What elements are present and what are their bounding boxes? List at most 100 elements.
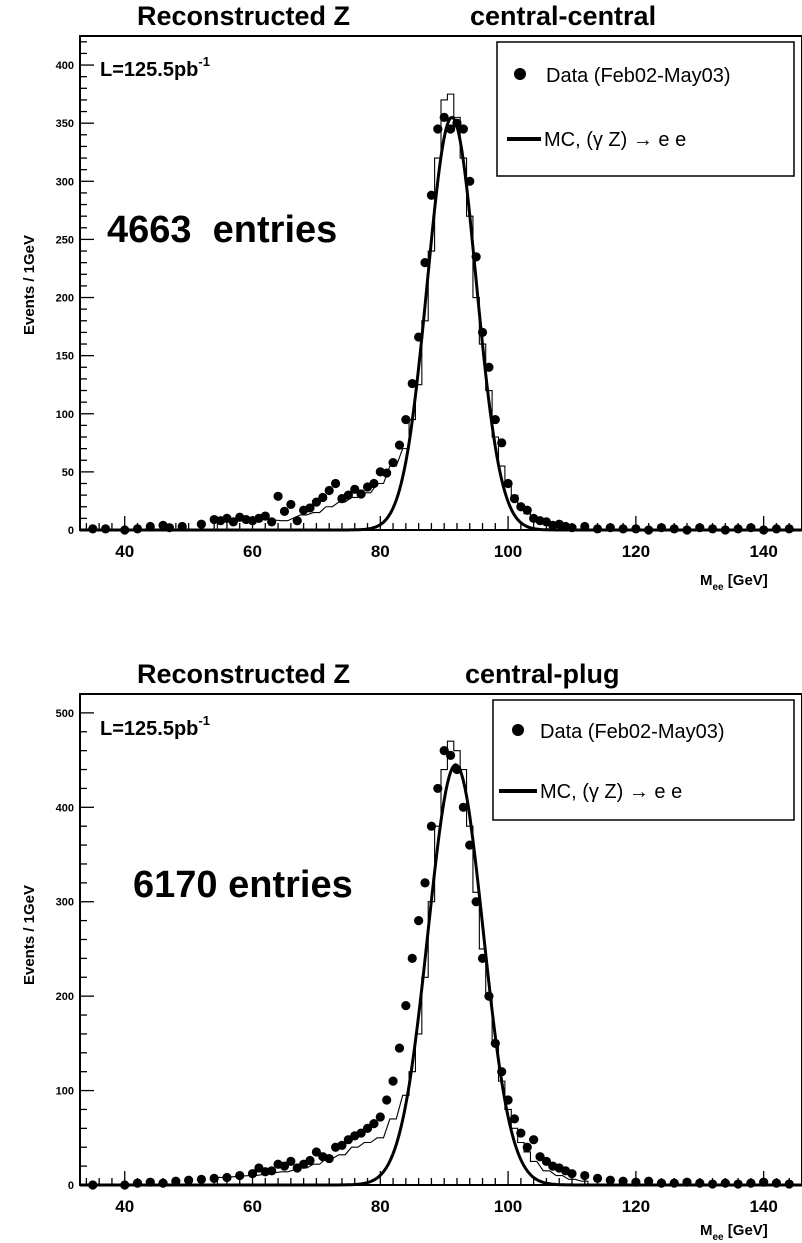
- y-tick-label: 400: [56, 802, 74, 814]
- data-point: [394, 1043, 405, 1053]
- data-point: [471, 897, 481, 907]
- data-point: [401, 1000, 411, 1011]
- data-point: [516, 1128, 526, 1138]
- data-point: [235, 1170, 245, 1181]
- data-point: [292, 516, 302, 526]
- x-axis-label: Mee [GeV]: [700, 572, 768, 593]
- y-tick-label: 200: [56, 991, 74, 1003]
- data-point: [644, 1176, 654, 1186]
- legend-data-label: Data (Feb02-May03): [540, 721, 725, 743]
- data-point: [88, 524, 98, 534]
- data-point: [733, 524, 743, 534]
- x-axis-label-main: M: [700, 1222, 713, 1239]
- data-point: [311, 497, 322, 507]
- luminosity-label: L=125.5pb-1: [100, 54, 210, 81]
- data-point: [784, 1179, 794, 1189]
- x-axis-label-unit: [GeV]: [724, 1222, 768, 1239]
- data-point: [324, 485, 334, 496]
- legend-mc-label: MC, (γ Z) → e e: [544, 129, 686, 151]
- data-point: [669, 1178, 679, 1188]
- x-axis-label-sub: ee: [713, 582, 725, 593]
- data-point: [682, 1177, 692, 1187]
- data-point: [145, 521, 155, 532]
- y-tick-label: 0: [68, 1180, 74, 1192]
- data-point: [356, 1128, 366, 1138]
- data-point: [720, 1178, 730, 1188]
- y-tick-label: 500: [56, 708, 74, 720]
- luminosity-unit-exponent: -1: [198, 54, 210, 69]
- data-point: [209, 1173, 219, 1183]
- y-axis-label: Events / 1GeV: [21, 235, 38, 335]
- data-point: [145, 1177, 155, 1187]
- data-point: [707, 1179, 718, 1189]
- x-tick-label: 140: [749, 1197, 777, 1216]
- data-point: [420, 258, 430, 268]
- chart-panel-central-central: Reconstructed Z central-central 0 50 100 15…: [21, 1, 802, 593]
- data-point: [580, 521, 590, 532]
- y-tick-label: 200: [56, 293, 74, 305]
- data-point: [350, 484, 360, 494]
- legend-mc-label: MC, (γ Z) → e e: [540, 781, 682, 803]
- data-point: [433, 124, 443, 134]
- legend-frame: [492, 699, 795, 821]
- data-point: [184, 1175, 194, 1185]
- data-point: [401, 414, 411, 425]
- data-point: [388, 457, 398, 468]
- data-point: [305, 1155, 315, 1166]
- data-point: [196, 1174, 206, 1184]
- x-tick-labels: 40 60 80 100 120 140: [115, 542, 778, 561]
- x-axis-label: Mee [GeV]: [700, 1222, 768, 1243]
- x-tick-label: 100: [494, 542, 522, 561]
- y-tick-label: 100: [56, 409, 74, 421]
- data-point: [267, 517, 277, 527]
- data-point: [458, 802, 468, 812]
- y-tick-label: 0: [68, 525, 74, 537]
- data-point: [682, 525, 692, 535]
- data-point: [426, 821, 437, 831]
- entries-annotation: 6170 entries: [133, 864, 353, 906]
- data-point: [414, 916, 424, 926]
- mc-curve: [80, 763, 802, 1187]
- data-point: [439, 112, 449, 122]
- data-point: [631, 524, 641, 534]
- data-point: [414, 332, 424, 342]
- data-point: [171, 1176, 181, 1186]
- data-point: [433, 783, 443, 794]
- mc-curve: [80, 115, 802, 532]
- x-tick-label: 120: [622, 542, 650, 561]
- data-point: [120, 525, 130, 535]
- chart-title-left: Reconstructed Z: [137, 659, 350, 689]
- data-point: [445, 124, 456, 134]
- legend-data-marker: [512, 724, 524, 736]
- data-point: [618, 1176, 628, 1186]
- data-point: [509, 494, 520, 504]
- x-axis-label-sub: ee: [713, 1232, 725, 1243]
- chart-title-right: central-plug: [465, 659, 620, 689]
- data-point: [465, 840, 475, 850]
- data-point: [746, 1178, 756, 1188]
- data-point: [311, 1147, 322, 1157]
- legend-box: Data (Feb02-May03) MC, (γ Z) → e e: [496, 41, 795, 177]
- data-point: [759, 1177, 769, 1187]
- data-point: [177, 521, 187, 532]
- y-tick-labels: 0 100 200 300 400 500: [56, 708, 74, 1192]
- y-tick-label: 300: [56, 176, 74, 188]
- luminosity-value: L=125.5pb: [100, 59, 198, 81]
- data-point: [592, 524, 603, 534]
- x-tick-label: 60: [243, 1197, 262, 1216]
- y-axis-label: Events / 1GeV: [21, 885, 38, 985]
- data-point: [503, 1095, 513, 1105]
- mc-fit-line: [80, 763, 802, 1187]
- data-point: [618, 524, 628, 534]
- luminosity-label: L=125.5pb-1: [100, 713, 210, 740]
- y-tick-label: 100: [56, 1086, 74, 1098]
- data-point: [452, 118, 462, 128]
- data-point: [580, 1170, 590, 1181]
- data-point: [439, 746, 449, 756]
- data-point: [343, 490, 353, 500]
- data-point: [273, 491, 283, 501]
- data-point: [452, 764, 462, 775]
- data-points: [88, 112, 794, 535]
- data-point: [605, 1175, 615, 1185]
